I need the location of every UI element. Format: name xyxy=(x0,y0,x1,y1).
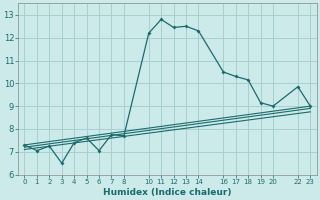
X-axis label: Humidex (Indice chaleur): Humidex (Indice chaleur) xyxy=(103,188,232,197)
